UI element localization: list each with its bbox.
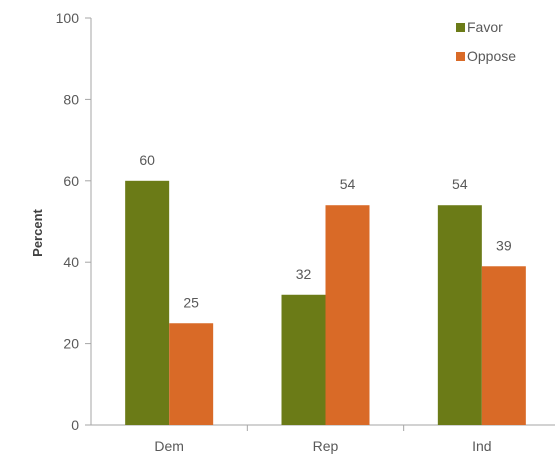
data-label: 32 [296, 266, 312, 282]
bar-favor-ind [437, 205, 482, 425]
legend: Favor Oppose [456, 19, 516, 64]
legend-swatch-oppose [456, 52, 465, 61]
legend-label: Favor [467, 19, 503, 35]
legend-label: Oppose [467, 48, 516, 64]
bars [125, 180, 526, 425]
x-tick-label: Dem [154, 438, 184, 454]
x-tick-label: Rep [313, 438, 339, 454]
y-tick-label: 0 [71, 417, 79, 433]
bar-oppose-dem [169, 323, 214, 425]
y-axis: 0 20 40 60 80 100 [56, 10, 92, 433]
data-label: 39 [496, 237, 512, 253]
data-label: 60 [139, 152, 155, 168]
bar-oppose-ind [481, 266, 526, 425]
data-label: 54 [452, 176, 468, 192]
x-axis: Dem Rep Ind [91, 424, 555, 454]
legend-swatch-favor [456, 23, 465, 32]
bar-favor-dem [125, 180, 170, 425]
y-tick-label: 100 [56, 10, 80, 26]
y-tick-label: 20 [63, 336, 79, 352]
data-labels: 60 25 32 54 54 39 [139, 152, 511, 310]
y-axis-title: Percent [30, 208, 45, 256]
y-tick-label: 80 [63, 91, 79, 107]
data-label: 25 [183, 294, 199, 310]
bar-oppose-rep [325, 205, 370, 425]
y-tick-label: 40 [63, 254, 79, 270]
y-tick-label: 60 [63, 173, 79, 189]
x-tick-label: Ind [472, 438, 491, 454]
bar-favor-rep [281, 294, 326, 425]
data-label: 54 [340, 176, 356, 192]
